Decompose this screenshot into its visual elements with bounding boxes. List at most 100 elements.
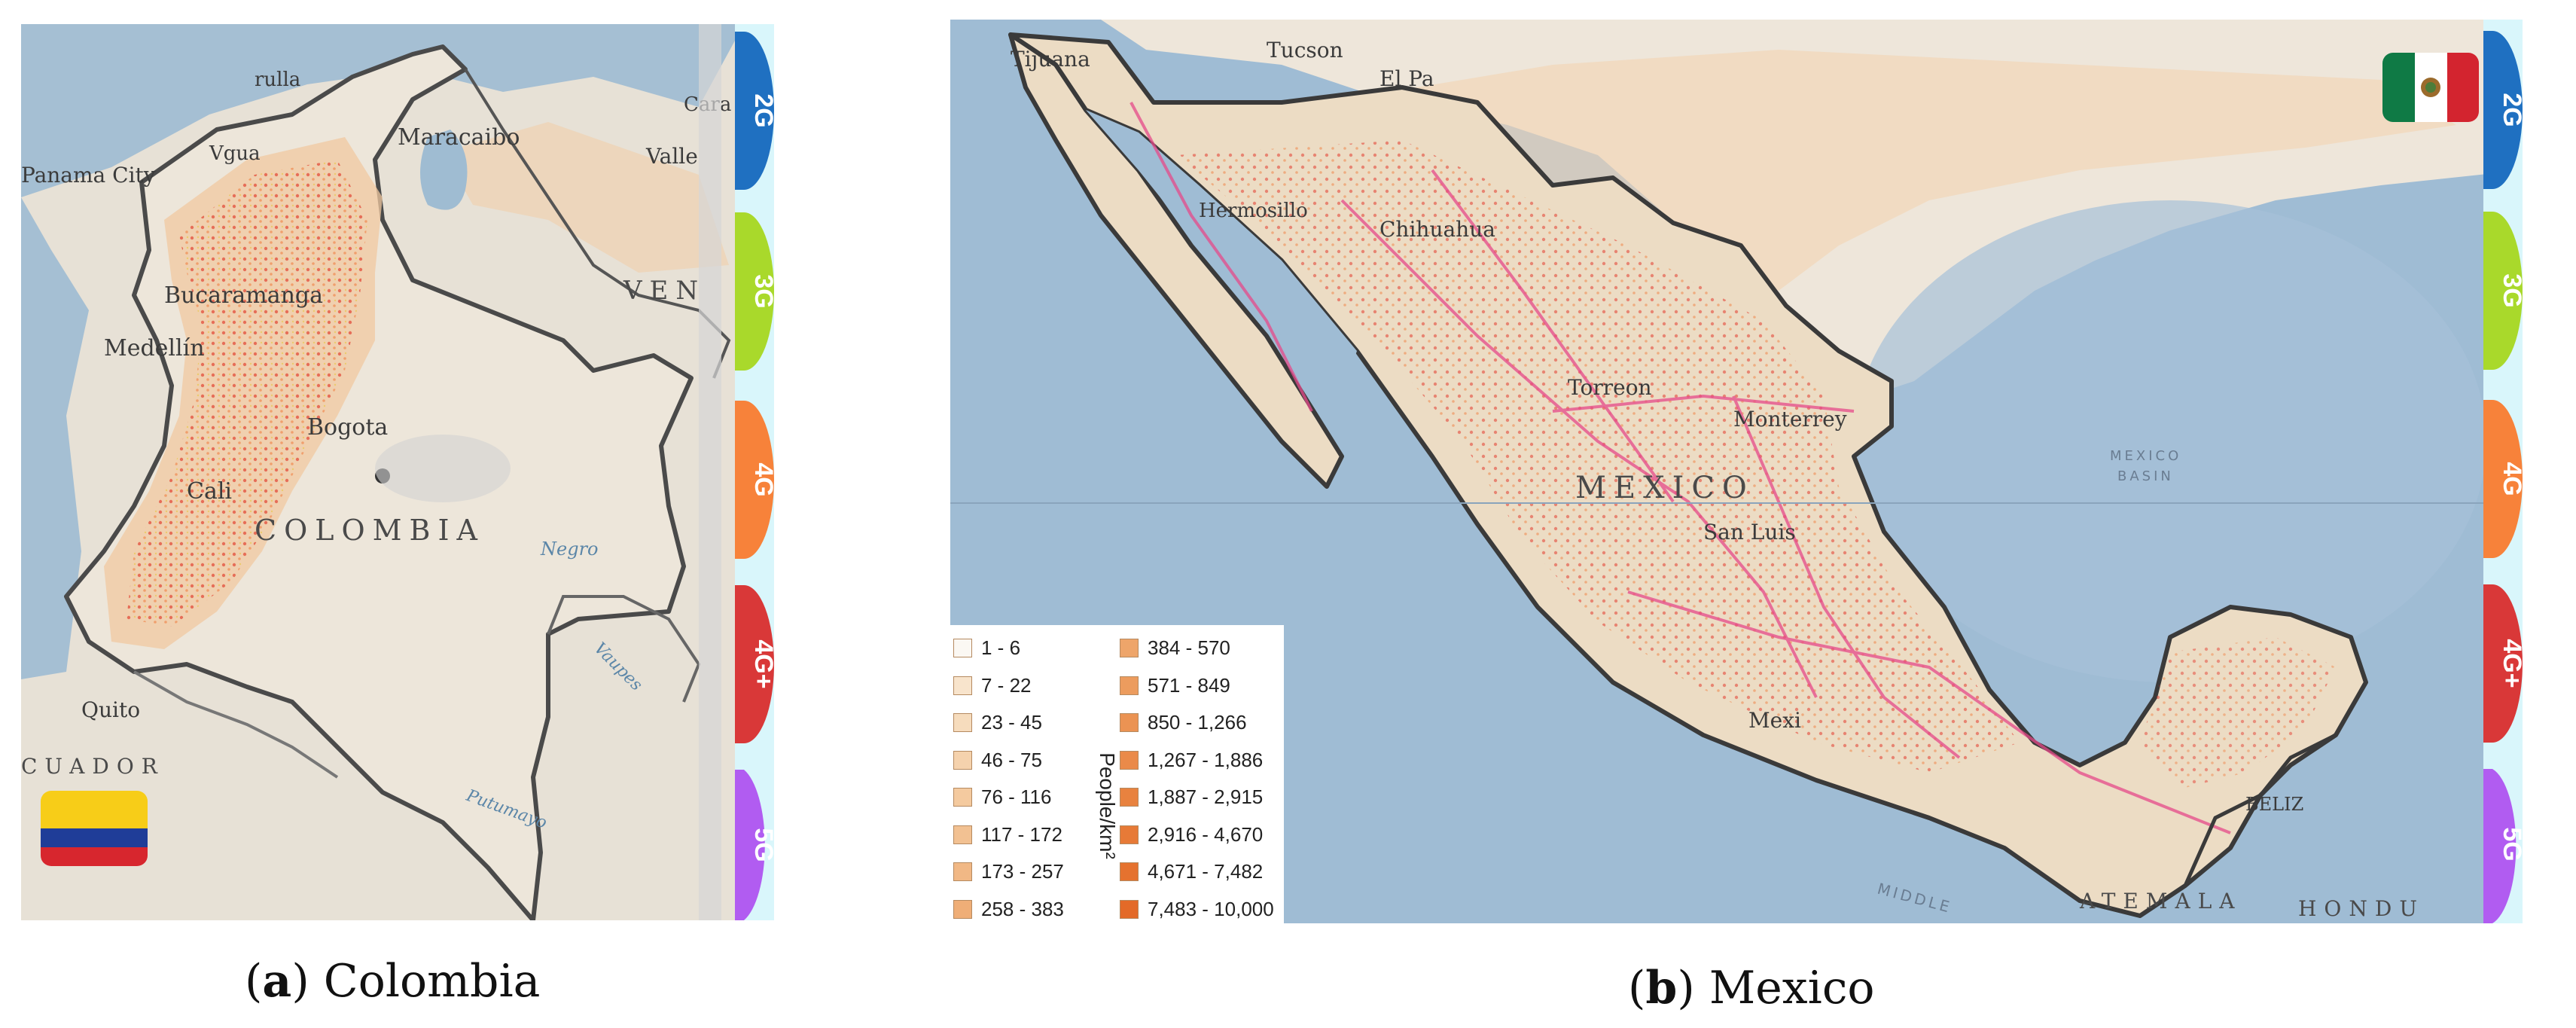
legend-swatch	[1120, 899, 1139, 919]
legend-item: 7 - 22	[953, 667, 1064, 705]
mexico-map-panel: Tijuana Tucson El Pa Chihuahua Hermosill…	[950, 20, 2523, 923]
legend-label: 2,916 - 4,670	[1148, 822, 1264, 846]
label-country-2: ATEMALA	[2079, 889, 2242, 914]
label-city-10: Vgua	[209, 142, 261, 165]
legend-swatch	[953, 676, 972, 695]
legend-label: 850 - 1,266	[1148, 711, 1247, 734]
label-river-1: Negro	[540, 538, 599, 560]
legend-item: 1,267 - 1,886	[1120, 742, 1274, 779]
tab-3g[interactable]: 3G	[2498, 273, 2523, 307]
caption-b-letter: b	[1645, 962, 1678, 1014]
label-city-5: Hermosillo	[1199, 200, 1308, 222]
legend-unit-text: People/km²	[1096, 752, 1119, 859]
legend-unit-label: People/km²	[1092, 715, 1122, 896]
legend-swatch	[1120, 713, 1139, 733]
label-sea-1: MEXICO	[2110, 448, 2181, 464]
legend-item: 258 - 383	[953, 891, 1064, 929]
legend-swatch	[1120, 788, 1139, 807]
legend-label: 1,267 - 1,886	[1148, 748, 1264, 771]
label-city-10: BELIZ	[2245, 794, 2303, 815]
tab-4g-plus[interactable]: 4G+	[2498, 639, 2523, 688]
label-city-7: Panama City	[21, 163, 156, 188]
legend-item: 46 - 75	[953, 742, 1064, 779]
lake-maracaibo	[420, 130, 468, 210]
tab-5g[interactable]: 5G	[2498, 827, 2523, 861]
label-city-1: Tijuana	[1011, 47, 1090, 72]
colombia-map-panel: Maracaibo Bucaramanga Medellín Bogota Ca…	[21, 24, 774, 920]
legend-label: 23 - 45	[981, 711, 1042, 734]
label-city-3: El Pa	[1379, 66, 1434, 91]
mexico-map: Tijuana Tucson El Pa Chihuahua Hermosill…	[950, 20, 2523, 923]
legend-swatch	[1120, 639, 1139, 658]
mobile-coverage	[127, 160, 367, 627]
legend-label: 384 - 570	[1148, 636, 1230, 660]
label-city-7: Monterrey	[1733, 407, 1847, 432]
network-tabs-a: 2G 3G 4G 4G+ 5G	[735, 24, 774, 920]
label-city-5: Cali	[187, 478, 232, 505]
label-sea-2: BASIN	[2117, 468, 2174, 484]
tab-3g[interactable]: 3G	[749, 274, 774, 308]
tab-4g-plus[interactable]: 4G+	[749, 639, 774, 688]
legend-swatch	[953, 639, 972, 658]
legend-swatch	[953, 899, 972, 919]
legend-column-2: 384 - 570 571 - 849 850 - 1,266 1,267 - 1,8…	[1120, 630, 1274, 928]
legend-swatch	[953, 825, 972, 844]
legend-item: 850 - 1,266	[1120, 704, 1274, 742]
road-network	[1129, 102, 2231, 834]
label-country-1: MEXICO	[1575, 471, 1754, 505]
network-tabs-b: 2G 3G 4G 4G+ 5G	[2483, 20, 2523, 923]
legend-item: 1,887 - 2,915	[1120, 779, 1274, 816]
population-legend: 1 - 6 7 - 22 23 - 45 46 - 75 76 - 116 117 - 1…	[950, 625, 1284, 923]
legend-label: 258 - 383	[981, 897, 1064, 920]
colombia-flag	[41, 791, 148, 866]
label-country-3: HONDU	[2298, 896, 2425, 921]
caption-a-letter: a	[262, 955, 292, 1008]
legend-item: 1 - 6	[953, 630, 1064, 667]
label-country-2: VEN	[623, 276, 706, 306]
legend-item: 4,671 - 7,482	[1120, 853, 1274, 891]
legend-item: 7,483 - 10,000	[1120, 891, 1274, 929]
legend-label: 1 - 6	[981, 636, 1021, 660]
legend-item: 571 - 849	[1120, 667, 1274, 705]
legend-swatch	[953, 713, 972, 733]
label-city-6: Torreon	[1568, 375, 1652, 400]
tab-4g[interactable]: 4G	[2498, 462, 2523, 496]
legend-label: 7 - 22	[981, 673, 1032, 697]
legend-swatch	[1120, 825, 1139, 844]
legend-item: 173 - 257	[953, 853, 1064, 891]
legend-label: 117 - 172	[981, 822, 1062, 846]
label-city-8: San Luis	[1703, 520, 1796, 545]
tab-2g[interactable]: 2G	[749, 93, 774, 127]
legend-swatch	[1120, 750, 1139, 770]
colombia-map: Maracaibo Bucaramanga Medellín Bogota Ca…	[21, 24, 774, 920]
legend-item: 384 - 570	[1120, 630, 1274, 667]
legend-item: 2,916 - 4,670	[1120, 816, 1274, 854]
legend-label: 76 - 116	[981, 785, 1052, 809]
legend-swatch	[953, 750, 972, 770]
mobile-coverage	[1176, 140, 2020, 773]
legend-swatch	[953, 862, 972, 882]
caption-colombia: (a) Colombia	[245, 955, 541, 1008]
label-city-4: Chihuahua	[1379, 217, 1495, 242]
caption-a-text: Colombia	[323, 955, 541, 1008]
mexico-flag	[2382, 53, 2479, 122]
label-country-3: CUADOR	[21, 754, 165, 779]
legend-label: 7,483 - 10,000	[1148, 897, 1274, 920]
tab-2g[interactable]: 2G	[2498, 93, 2523, 127]
legend-swatch	[1120, 676, 1139, 695]
legend-swatch	[1120, 862, 1139, 882]
legend-label: 4,671 - 7,482	[1148, 860, 1264, 883]
legend-label: 46 - 75	[981, 748, 1042, 771]
label-city-3: Medellín	[104, 335, 205, 361]
label-city-2: Tucson	[1267, 38, 1343, 63]
legend-item: 76 - 116	[953, 779, 1064, 816]
legend-label: 1,887 - 2,915	[1148, 785, 1264, 809]
tab-5g[interactable]: 5G	[749, 828, 774, 862]
legend-column-1: 1 - 6 7 - 22 23 - 45 46 - 75 76 - 116 117 - 1…	[953, 630, 1064, 928]
label-city-8: Valle	[645, 144, 698, 169]
tab-4g[interactable]: 4G	[749, 462, 774, 496]
label-city-1: Maracaibo	[398, 124, 520, 151]
label-city-6: Quito	[81, 697, 140, 722]
legend-label: 173 - 257	[981, 860, 1064, 883]
label-city-11: rulla	[255, 69, 300, 91]
